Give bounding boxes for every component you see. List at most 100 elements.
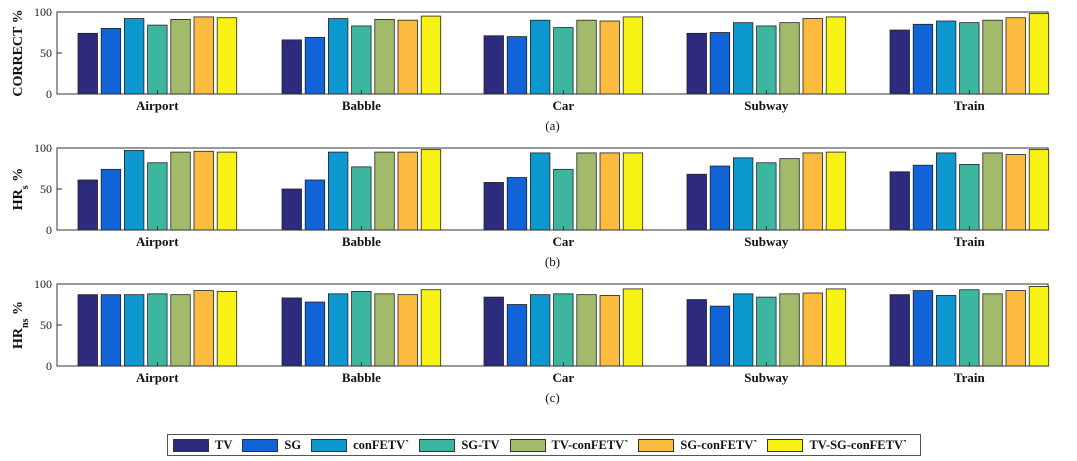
legend-label: TV-SG-conFETV` [809,437,908,452]
x-category-label: Airport [136,370,179,385]
legend-swatch [509,438,546,452]
bar-sg-babble [304,301,326,367]
y-tick-label: 50 [40,318,52,332]
bar-sgtv-airport [147,162,168,231]
bar-tvconfetv-airport [170,151,191,231]
bar-tvconfetv-babble [374,18,395,95]
bar-tvsgconfetv-babble [420,289,442,367]
legend-item: TV-conFETV` [509,437,629,453]
bar-tvconfetv-car [576,294,597,367]
x-category-label: Subway [744,370,789,385]
bar-sgconfetv-car [599,295,620,367]
bar-sgtv-babble [351,290,372,367]
x-category-label: Babble [342,370,381,385]
bar-tv-airport [77,32,98,95]
x-category-label: Car [553,98,575,113]
bar-tvconfetv-train [982,19,1003,95]
y-tick-label: 0 [46,87,52,101]
legend-swatch [311,438,348,452]
x-category-label: Train [954,234,986,249]
bar-tvconfetv-train [982,293,1003,367]
bar-tvconfetv-car [576,152,597,231]
bar-tvsgconfetv-airport [216,17,238,95]
bar-sg-subway [709,165,731,231]
bar-tvsgconfetv-train [1028,149,1050,231]
bar-tvsgconfetv-subway [825,16,847,95]
bar-tv-babble [281,39,302,95]
bar-sgconfetv-train [1005,290,1026,367]
bar-sgtv-car [553,168,574,231]
bar-sg-car [506,304,528,367]
bar-tvsgconfetv-subway [825,151,847,231]
bar-sgconfetv-subway [802,152,823,231]
bar-tvsgconfetv-car [622,288,644,367]
legend-swatch [638,438,675,452]
panel-label: (c) [545,390,559,405]
bar-tv-car [483,35,504,95]
bar-confetv-babble [327,18,349,95]
bar-tvconfetv-subway [779,293,800,367]
bar-tv-subway [686,299,707,367]
bar-confetv-airport [124,18,145,95]
bar-tvsgconfetv-subway [825,288,847,367]
bar-tvsgconfetv-babble [420,149,442,231]
bar-sgconfetv-car [599,20,620,95]
bar-confetv-train [936,152,957,231]
legend: TV SG conFETV` SG-TV TV-conFETV` SG-conFETV` T… [167,434,921,456]
legend-item: TV [173,438,232,453]
bar-sgconfetv-subway [802,18,823,95]
bar-tvconfetv-car [576,19,597,95]
bar-tv-babble [281,297,302,367]
bar-confetv-airport [124,150,145,231]
bar-sgtv-babble [351,166,372,231]
bar-sg-subway [709,32,731,95]
bar-sgconfetv-train [1005,154,1026,231]
y-tick-label: 50 [40,46,52,60]
legend-item: SG-TV [419,438,500,453]
bar-tv-train [889,171,910,231]
bar-tv-subway [686,173,707,231]
bar-sg-babble [304,179,326,231]
bar-sg-airport [100,27,122,95]
legend-label: SG [284,437,302,452]
bar-confetv-subway [733,157,754,231]
legend-swatch [173,438,209,452]
legend-label: TV-conFETV` [551,437,629,452]
figure: 0 50 100 Airport Babble Car Subway Train (a) CORR… [11,5,1050,405]
bar-sgconfetv-car [599,152,620,231]
bar-confetv-car [530,19,551,95]
bar-sgtv-train [959,289,980,367]
legend-item: TV-SG-conFETV` [767,438,907,453]
bar-confetv-car [530,294,551,367]
bar-confetv-train [936,295,957,367]
bar-sg-babble [304,37,326,95]
x-category-label: Train [954,98,986,113]
bar-sgtv-subway [756,296,777,367]
x-category-label: Car [553,234,575,249]
bar-confetv-babble [327,151,349,231]
bar-sgtv-airport [147,24,168,95]
legend-item: SG-conFETV` [638,438,757,453]
y-axis-label: HRs % [11,168,31,210]
panel-label: (a) [545,118,559,133]
legend-label: SG-conFETV` [680,437,758,452]
bar-sg-car [506,36,528,95]
panel-3: 0 50 100 Airport Babble Car Subway Train (c) HRns… [11,277,1050,405]
legend-swatch [419,438,456,452]
bar-tvsgconfetv-airport [216,290,238,367]
bar-tvconfetv-train [982,152,1003,231]
panel-label: (b) [545,254,560,269]
bar-sgconfetv-train [1005,17,1026,95]
y-axis-label: CORRECT % [11,9,26,96]
bar-tvsgconfetv-car [622,152,644,231]
bar-sgconfetv-airport [193,16,214,95]
legend-label: TV [215,437,233,452]
bar-sg-airport [100,294,122,367]
bar-tvconfetv-subway [779,158,800,231]
y-tick-label: 0 [46,223,52,237]
bar-sgtv-train [959,22,980,95]
bar-sgconfetv-babble [397,151,418,231]
bar-tv-car [483,296,504,367]
bar-confetv-airport [124,294,145,367]
bar-sgtv-babble [351,25,372,95]
